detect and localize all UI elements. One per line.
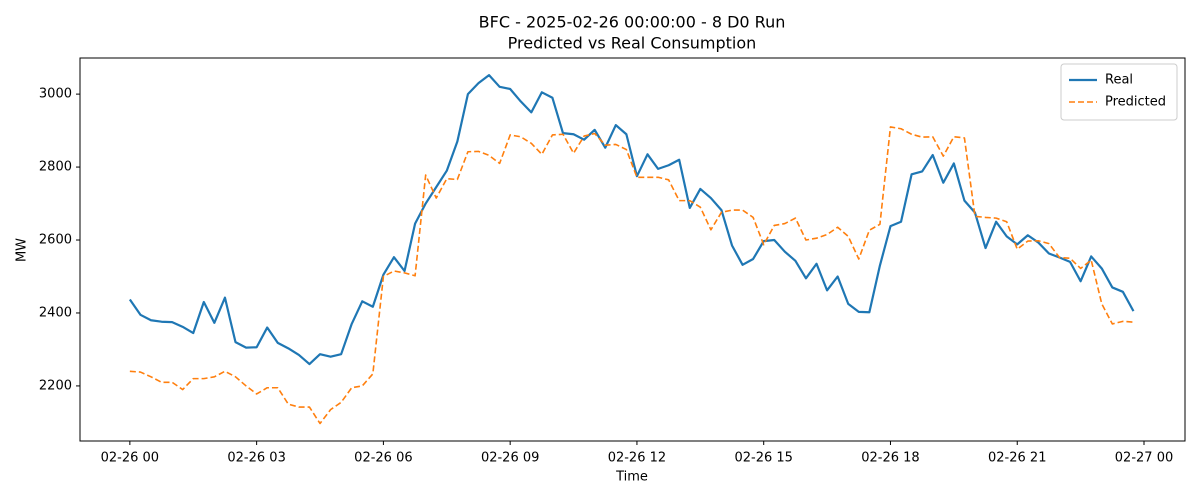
x-tick-label: 02-26 09 xyxy=(481,451,539,466)
x-tick-label: 02-26 00 xyxy=(101,451,159,466)
legend-label: Real xyxy=(1105,73,1133,88)
legend-label: Predicted xyxy=(1105,95,1166,110)
x-tick-label: 02-26 18 xyxy=(861,451,919,466)
series-line xyxy=(129,126,1134,425)
plot-frame xyxy=(79,57,1186,442)
legend-box xyxy=(1060,63,1178,121)
x-tick-label: 02-26 21 xyxy=(988,451,1046,466)
y-tick-label: 3000 xyxy=(39,87,72,102)
y-tick-label: 2400 xyxy=(39,305,72,320)
x-tick-label: 02-26 03 xyxy=(227,451,285,466)
chart-subtitle: Predicted vs Real Consumption xyxy=(508,34,757,53)
series-line xyxy=(128,74,1135,366)
x-tick-label: 02-26 12 xyxy=(608,451,666,466)
y-axis-label: MW xyxy=(15,238,30,262)
y-tick-label: 2800 xyxy=(39,160,72,175)
y-tick-label: 2200 xyxy=(39,378,72,393)
chart-title: BFC - 2025-02-26 00:00:00 - 8 D0 Run xyxy=(479,13,786,32)
y-tick-label: 2600 xyxy=(39,233,72,248)
x-tick-label: 02-27 00 xyxy=(1115,451,1173,466)
x-axis-label: Time xyxy=(615,470,648,485)
x-tick-label: 02-26 15 xyxy=(734,451,792,466)
x-tick-label: 02-26 06 xyxy=(354,451,412,466)
